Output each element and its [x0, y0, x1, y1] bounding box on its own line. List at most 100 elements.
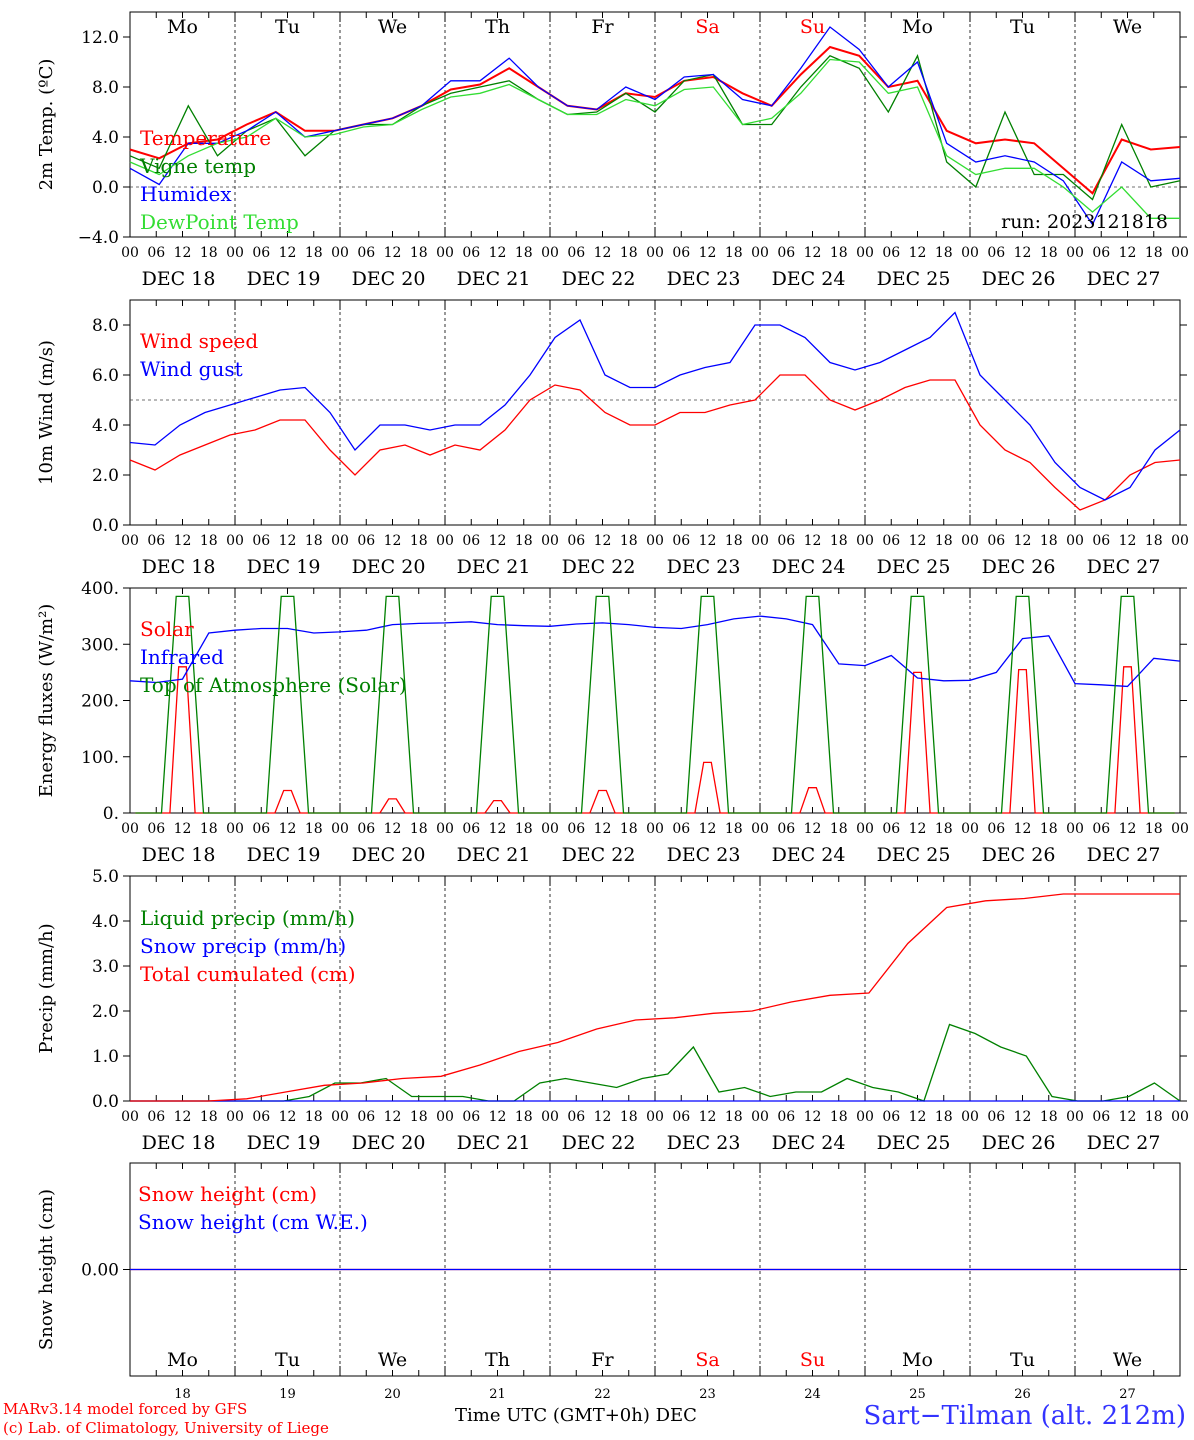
x-axis-month: DEC: [655, 1405, 697, 1426]
hour-label: 00: [331, 821, 349, 837]
hour-label: 18: [725, 533, 743, 549]
hour-label: 12: [804, 1109, 822, 1125]
y-tick-label: 2.0: [92, 466, 119, 486]
hour-label: 18: [515, 533, 533, 549]
station-name: Sart−Tilman (alt. 212m): [863, 1401, 1186, 1431]
hour-label: 12: [1014, 245, 1032, 261]
hour-label: 12: [804, 245, 822, 261]
date-label: DEC 25: [877, 844, 951, 866]
day-abbr-label: Fr: [591, 1349, 614, 1371]
day-number-label: 21: [489, 1387, 506, 1402]
hour-label: 00: [856, 533, 874, 549]
date-label: DEC 19: [247, 1132, 321, 1154]
day-number-label: 23: [699, 1387, 716, 1402]
legend-entry: Liquid precip (mm/h): [140, 906, 355, 930]
hour-label: 18: [725, 245, 743, 261]
legend-entry: Vigne temp: [139, 154, 256, 178]
date-label: DEC 23: [667, 844, 741, 866]
y-tick-label: 0.00: [81, 1261, 119, 1281]
hour-label: 00: [1171, 1109, 1189, 1125]
hour-label: 00: [226, 533, 244, 549]
hour-label: 12: [174, 821, 192, 837]
hour-label: 12: [489, 245, 507, 261]
date-label: DEC 22: [562, 844, 636, 866]
hour-label: 06: [672, 245, 690, 261]
hour-label: 06: [882, 533, 900, 549]
y-tick-label: 3.0: [92, 957, 119, 977]
hour-label: 12: [909, 1109, 927, 1125]
date-label: DEC 20: [352, 844, 426, 866]
day-number-label: 27: [1119, 1387, 1136, 1402]
y-tick-label: 300.: [81, 635, 119, 655]
y-tick-label: 6.0: [92, 366, 119, 386]
hour-label: 18: [935, 533, 953, 549]
hour-label: 12: [909, 245, 927, 261]
hour-label: 00: [541, 1109, 559, 1125]
hour-label: 18: [410, 1109, 428, 1125]
hour-label: 00: [331, 245, 349, 261]
legend-entry: Solar: [140, 617, 194, 641]
hour-label: 00: [646, 533, 664, 549]
y-tick-label: −4.0: [78, 228, 119, 248]
hour-label: 18: [200, 1109, 218, 1125]
date-label: DEC 23: [667, 268, 741, 290]
y-tick-label: 2.0: [92, 1002, 119, 1022]
series-line: [129, 374, 1181, 511]
hour-label: 12: [489, 533, 507, 549]
credit-line-2: (c) Lab. of Climatology, University of L…: [3, 1419, 329, 1437]
hour-label: 06: [987, 245, 1005, 261]
day-abbr-label: Tu: [1010, 1349, 1035, 1371]
hour-label: 00: [121, 245, 139, 261]
hour-label: 06: [1092, 533, 1110, 549]
hour-label: 18: [410, 821, 428, 837]
panel-frame: [129, 587, 1181, 814]
legend-entry: Temperature: [140, 126, 271, 150]
hour-label: 12: [384, 533, 402, 549]
hour-label: 18: [620, 533, 638, 549]
date-label: DEC 27: [1087, 1132, 1161, 1154]
hour-label: 12: [489, 1109, 507, 1125]
hour-label: 06: [882, 1109, 900, 1125]
day-abbr-label: We: [378, 1349, 407, 1371]
date-label: DEC 26: [982, 268, 1056, 290]
series-line: [129, 311, 1181, 501]
hour-label: 06: [777, 533, 795, 549]
hour-label: 00: [1066, 1109, 1084, 1125]
day-abbr-label: Mo: [167, 1349, 198, 1371]
hour-label: 06: [882, 245, 900, 261]
hour-label: 06: [672, 821, 690, 837]
date-label: DEC 18: [142, 1132, 216, 1154]
hour-label: 12: [279, 1109, 297, 1125]
legend-entry: DewPoint Temp: [140, 210, 299, 234]
y-axis-label: 2m Temp. (ºC): [36, 59, 57, 191]
date-label: DEC 20: [352, 268, 426, 290]
date-label: DEC 26: [982, 556, 1056, 578]
hour-label: 00: [331, 533, 349, 549]
hour-label: 18: [200, 245, 218, 261]
legend-entry: Wind gust: [140, 357, 243, 381]
hour-label: 06: [567, 1109, 585, 1125]
hour-label: 00: [541, 533, 559, 549]
hour-label: 06: [567, 821, 585, 837]
y-tick-label: 400.: [81, 579, 119, 599]
hour-label: 12: [909, 821, 927, 837]
hour-label: 18: [305, 821, 323, 837]
hour-label: 12: [1014, 1109, 1032, 1125]
day-abbr-label: Mo: [902, 1349, 933, 1371]
hour-label: 06: [147, 821, 165, 837]
hour-label: 12: [594, 1109, 612, 1125]
hour-label: 00: [646, 245, 664, 261]
hour-label: 00: [436, 1109, 454, 1125]
y-tick-label: 100.: [81, 748, 119, 768]
day-number-label: 26: [1014, 1387, 1031, 1402]
hour-label: 12: [279, 533, 297, 549]
hour-label: 06: [252, 1109, 270, 1125]
hour-label: 12: [1014, 533, 1032, 549]
date-label: DEC 25: [877, 556, 951, 578]
hour-label: 00: [1171, 821, 1189, 837]
hour-label: 18: [830, 1109, 848, 1125]
hour-label: 12: [594, 821, 612, 837]
date-label: DEC 26: [982, 1132, 1056, 1154]
hour-label: 18: [515, 821, 533, 837]
hour-label: 00: [751, 1109, 769, 1125]
